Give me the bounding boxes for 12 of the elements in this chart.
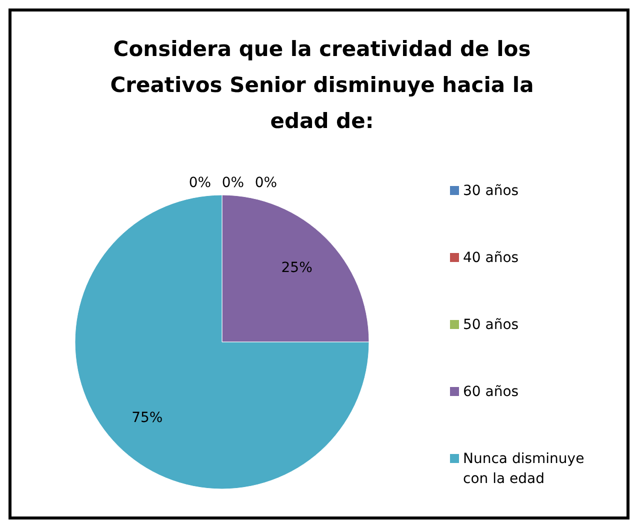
pie-slice <box>74 194 370 490</box>
data-label: 75% <box>132 410 163 426</box>
legend-label: 30 años <box>463 183 519 199</box>
legend-label: Nunca disminuye con la edad <box>463 451 584 487</box>
text: 0% <box>254 175 278 191</box>
legend-label: 50 años <box>463 317 519 333</box>
chart-title: Considera que la creatividad de los Creativos Senior disminuye hacia la edad de: <box>110 37 534 133</box>
text: 0% <box>222 175 244 191</box>
legend-label: 60 años <box>463 384 519 400</box>
data-label: 25% <box>281 260 312 276</box>
text: 0% <box>188 175 212 191</box>
legend-label: 40 años <box>463 250 519 266</box>
